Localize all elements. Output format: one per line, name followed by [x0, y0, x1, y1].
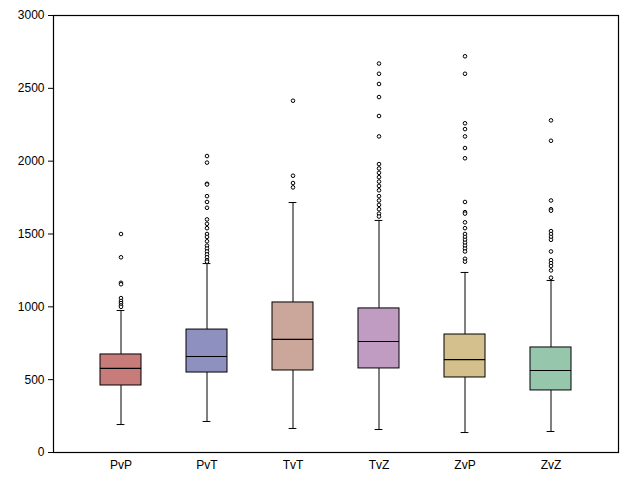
svg-text:TvZ: TvZ	[369, 458, 390, 472]
svg-text:ZvZ: ZvZ	[541, 458, 562, 472]
svg-text:2000: 2000	[18, 154, 45, 168]
svg-text:1000: 1000	[18, 300, 45, 314]
svg-text:0: 0	[38, 445, 45, 459]
svg-text:ZvP: ZvP	[454, 458, 475, 472]
svg-text:2500: 2500	[18, 81, 45, 95]
svg-text:500: 500	[24, 373, 44, 387]
svg-text:PvP: PvP	[110, 458, 132, 472]
svg-text:PvT: PvT	[196, 458, 218, 472]
svg-text:3000: 3000	[18, 8, 45, 22]
svg-text:TvT: TvT	[283, 458, 304, 472]
svg-text:1500: 1500	[18, 227, 45, 241]
